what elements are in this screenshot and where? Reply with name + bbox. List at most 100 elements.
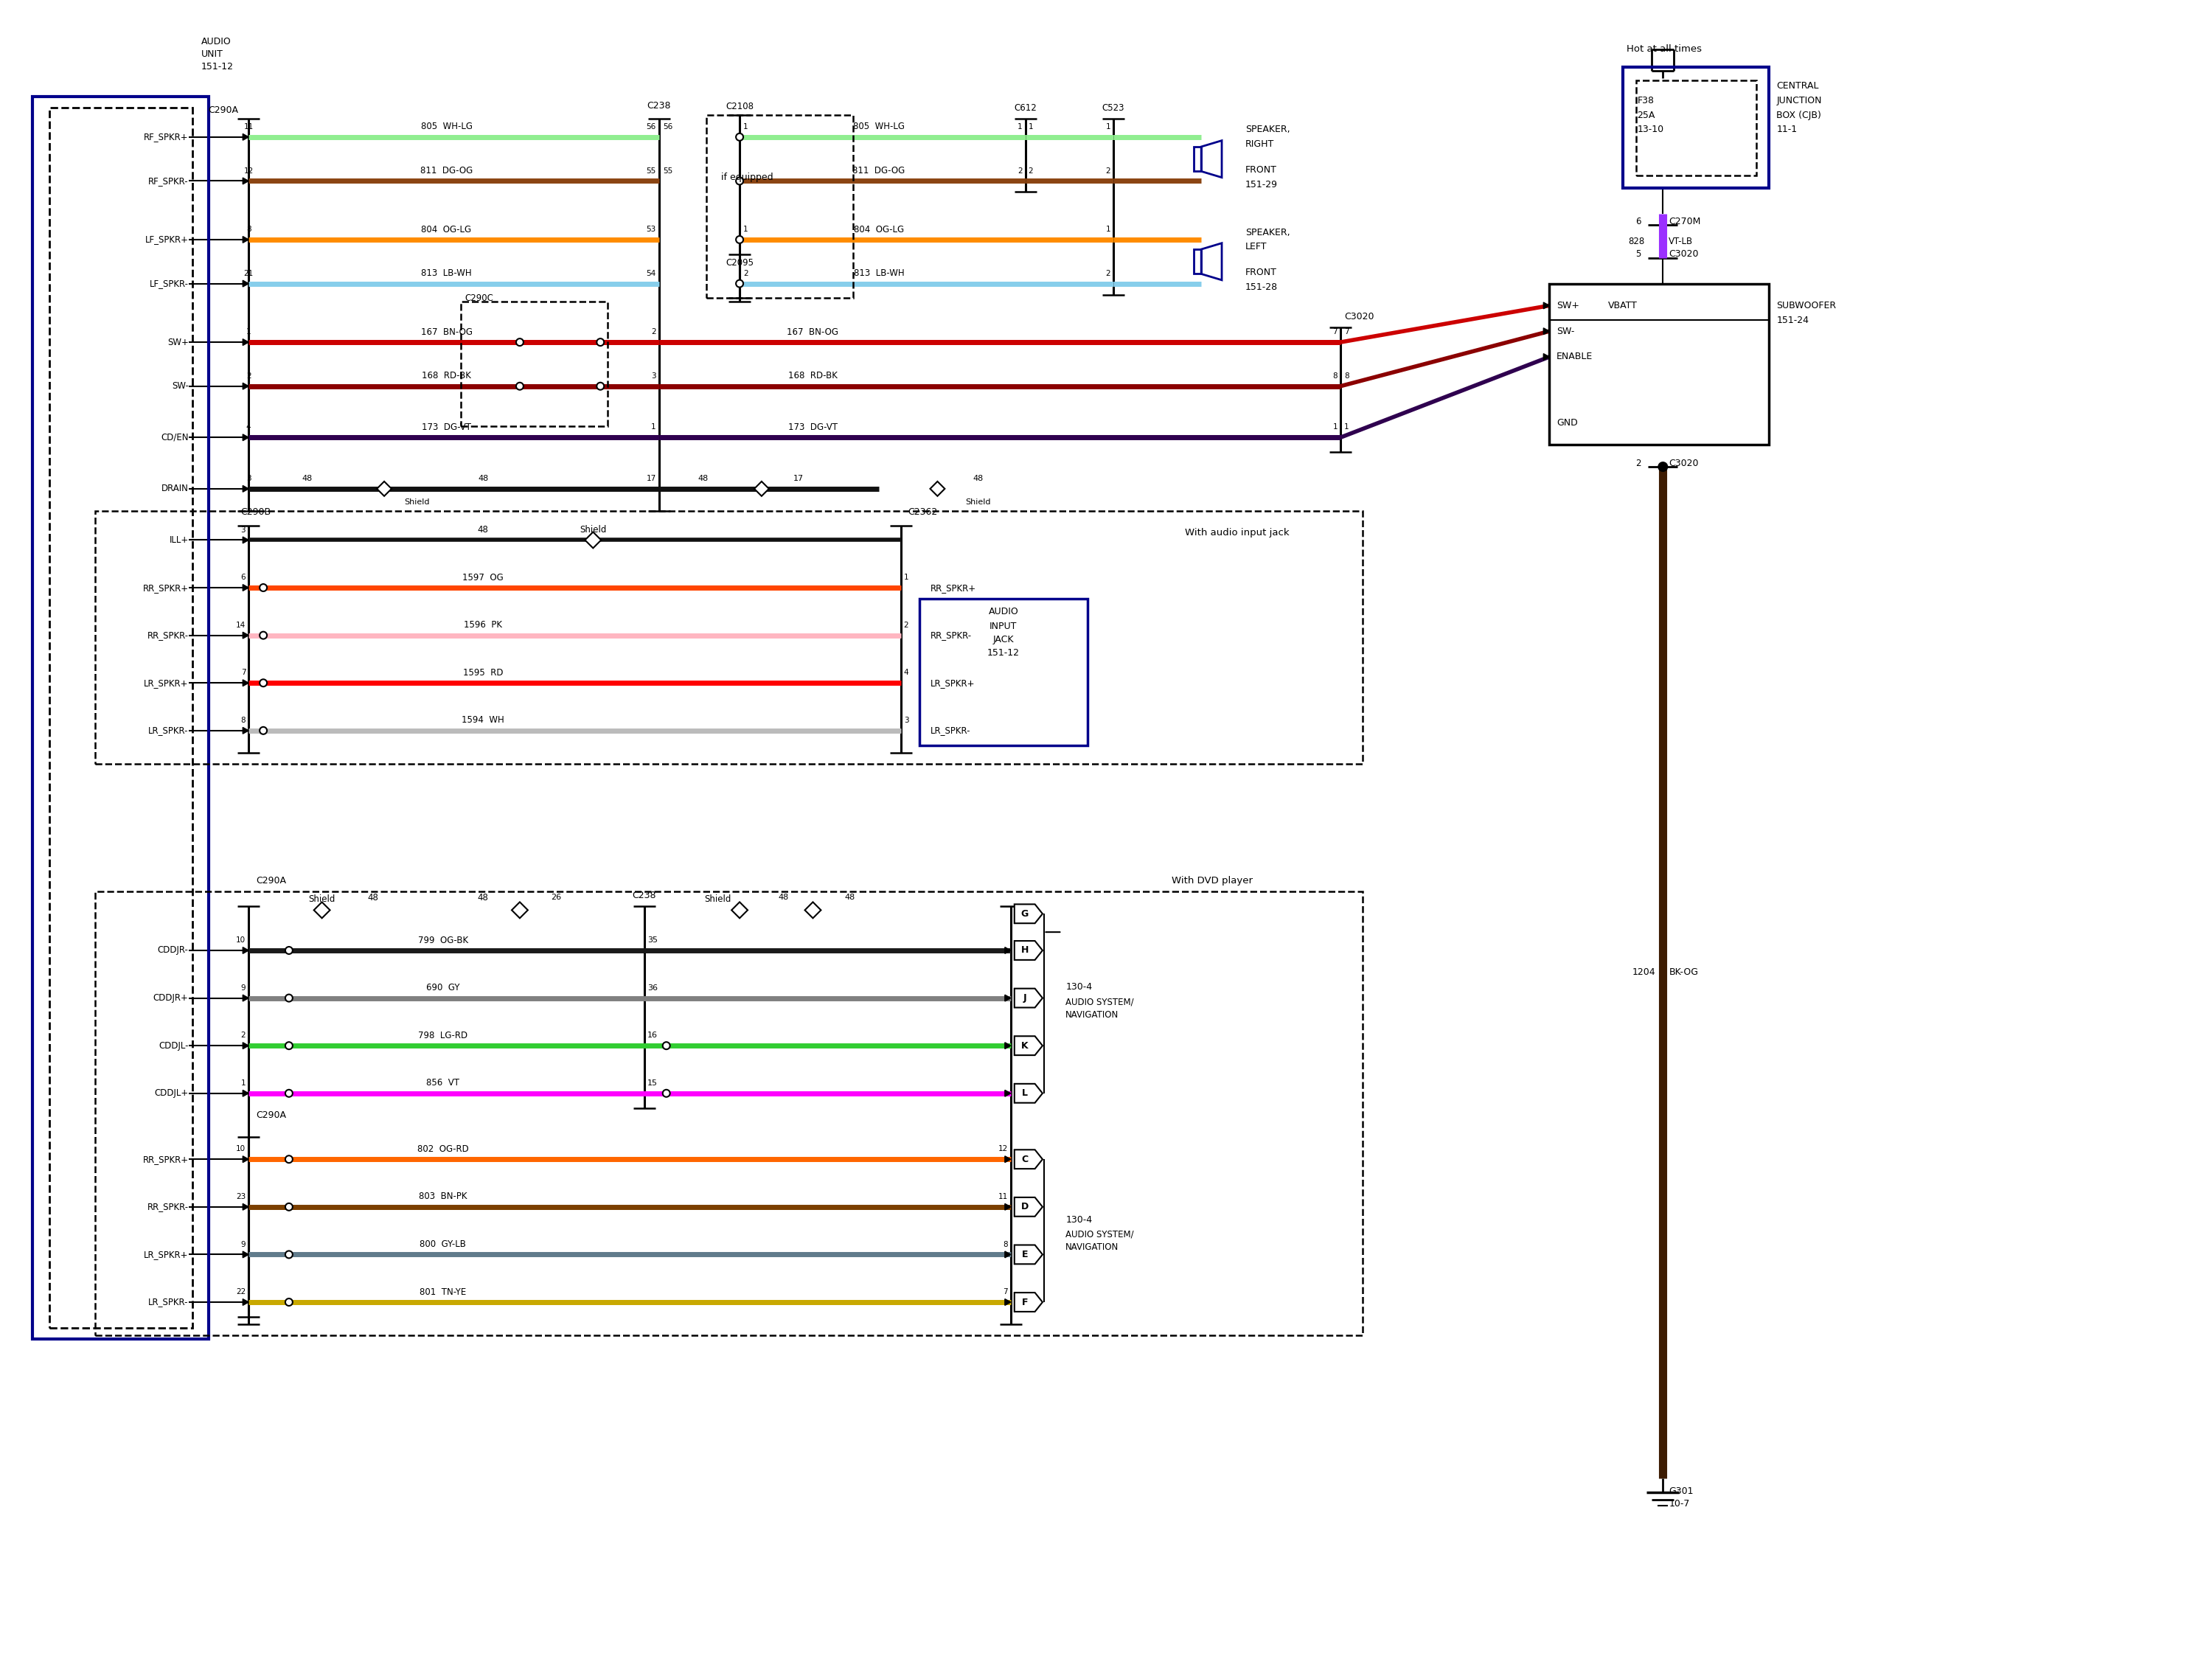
Text: 26: 26 xyxy=(551,894,562,901)
Text: 168  RD-BK: 168 RD-BK xyxy=(422,372,471,380)
Circle shape xyxy=(664,1090,670,1097)
Text: 1: 1 xyxy=(1332,423,1338,431)
Text: 2: 2 xyxy=(1029,168,1033,174)
Polygon shape xyxy=(243,995,248,1002)
Text: LF_SPKR+: LF_SPKR+ xyxy=(146,236,188,244)
Text: 56: 56 xyxy=(646,123,657,131)
Text: C2095: C2095 xyxy=(726,259,754,267)
Polygon shape xyxy=(929,481,945,496)
Text: 151-28: 151-28 xyxy=(1245,282,1279,292)
Text: 25A: 25A xyxy=(1637,109,1655,119)
Text: 2: 2 xyxy=(241,1032,246,1039)
Polygon shape xyxy=(1015,1198,1042,1216)
Text: 48: 48 xyxy=(367,893,378,902)
Text: 1596  PK: 1596 PK xyxy=(465,620,502,630)
Text: 4: 4 xyxy=(246,423,252,431)
Text: 2: 2 xyxy=(650,328,657,335)
Circle shape xyxy=(285,1203,292,1211)
Text: if equipped: if equipped xyxy=(721,173,774,182)
Text: 8: 8 xyxy=(1332,372,1338,380)
Text: 798  LG-RD: 798 LG-RD xyxy=(418,1030,467,1040)
Text: CDDJR-: CDDJR- xyxy=(157,946,188,956)
Text: GND: GND xyxy=(1557,418,1577,428)
Text: 1: 1 xyxy=(1106,123,1110,131)
Text: C290A: C290A xyxy=(208,105,239,114)
Polygon shape xyxy=(243,280,248,287)
Text: CD/EN: CD/EN xyxy=(161,433,188,443)
Text: C270M: C270M xyxy=(1668,216,1701,226)
Text: 48: 48 xyxy=(973,474,982,483)
Text: H: H xyxy=(1020,946,1029,956)
Text: 10: 10 xyxy=(237,936,246,944)
Text: 6: 6 xyxy=(241,574,246,581)
Text: 22: 22 xyxy=(237,1287,246,1296)
Text: 3: 3 xyxy=(905,717,909,723)
Polygon shape xyxy=(511,902,529,917)
Text: 6: 6 xyxy=(1635,216,1641,226)
Polygon shape xyxy=(314,902,330,917)
Text: LR_SPKR+: LR_SPKR+ xyxy=(144,1249,188,1259)
Text: 2: 2 xyxy=(1106,270,1110,277)
Circle shape xyxy=(285,1299,292,1306)
Text: Hot at all times: Hot at all times xyxy=(1626,45,1701,53)
Polygon shape xyxy=(1004,995,1011,1002)
Text: SW-: SW- xyxy=(1557,327,1575,337)
Polygon shape xyxy=(243,680,248,687)
Polygon shape xyxy=(1004,1204,1011,1209)
Text: 55: 55 xyxy=(664,168,672,174)
Bar xyxy=(920,599,1088,745)
Bar xyxy=(1548,284,1770,445)
Text: 48: 48 xyxy=(779,894,790,901)
Polygon shape xyxy=(1015,941,1042,961)
Text: SW-: SW- xyxy=(173,382,188,392)
Text: 11: 11 xyxy=(243,123,254,131)
Polygon shape xyxy=(1015,1037,1042,1055)
Polygon shape xyxy=(732,902,748,917)
Text: BOX (CJB): BOX (CJB) xyxy=(1776,109,1820,119)
Text: 811  DG-OG: 811 DG-OG xyxy=(852,166,905,176)
Text: Shield: Shield xyxy=(405,498,429,506)
Text: RIGHT: RIGHT xyxy=(1245,139,1274,149)
Text: 9: 9 xyxy=(241,1241,246,1248)
Polygon shape xyxy=(243,1156,248,1163)
Text: C238: C238 xyxy=(633,891,657,901)
Circle shape xyxy=(597,338,604,345)
Polygon shape xyxy=(1544,328,1548,335)
Text: SUBWOOFER: SUBWOOFER xyxy=(1776,300,1836,310)
Text: 811  DG-OG: 811 DG-OG xyxy=(420,166,473,176)
Text: INPUT: INPUT xyxy=(989,622,1018,632)
Polygon shape xyxy=(243,178,248,184)
Text: Shield: Shield xyxy=(307,894,336,904)
Text: 48: 48 xyxy=(697,474,708,483)
Text: 1: 1 xyxy=(743,123,748,131)
Text: CDDJL-: CDDJL- xyxy=(159,1040,188,1050)
Circle shape xyxy=(285,1042,292,1050)
Circle shape xyxy=(737,133,743,141)
Text: 2: 2 xyxy=(1106,168,1110,174)
Text: C2362: C2362 xyxy=(909,508,938,518)
Text: C290C: C290C xyxy=(465,294,493,304)
Text: 2: 2 xyxy=(905,622,909,629)
Text: SPEAKER,: SPEAKER, xyxy=(1245,227,1290,237)
Text: 35: 35 xyxy=(648,936,657,944)
Bar xyxy=(1637,81,1756,176)
Text: 151-29: 151-29 xyxy=(1245,179,1279,189)
Text: 8: 8 xyxy=(246,226,252,232)
Text: 3: 3 xyxy=(650,372,657,380)
Text: CDDJR+: CDDJR+ xyxy=(153,994,188,1002)
Text: 1: 1 xyxy=(246,328,252,335)
Polygon shape xyxy=(243,338,248,345)
Text: 804  OG-LG: 804 OG-LG xyxy=(854,224,905,234)
Text: 2: 2 xyxy=(1635,458,1641,468)
Text: 15: 15 xyxy=(648,1080,657,1087)
Text: 803  BN-PK: 803 BN-PK xyxy=(418,1191,467,1201)
Text: LR_SPKR-: LR_SPKR- xyxy=(929,725,971,735)
Text: 4: 4 xyxy=(905,669,909,677)
Text: 14: 14 xyxy=(237,622,246,629)
Polygon shape xyxy=(1015,1244,1042,1264)
Circle shape xyxy=(285,1251,292,1258)
Text: VBATT: VBATT xyxy=(1608,300,1637,310)
Text: 8: 8 xyxy=(1002,1241,1009,1248)
Text: 690  GY: 690 GY xyxy=(427,984,460,992)
Text: 23: 23 xyxy=(237,1193,246,1201)
